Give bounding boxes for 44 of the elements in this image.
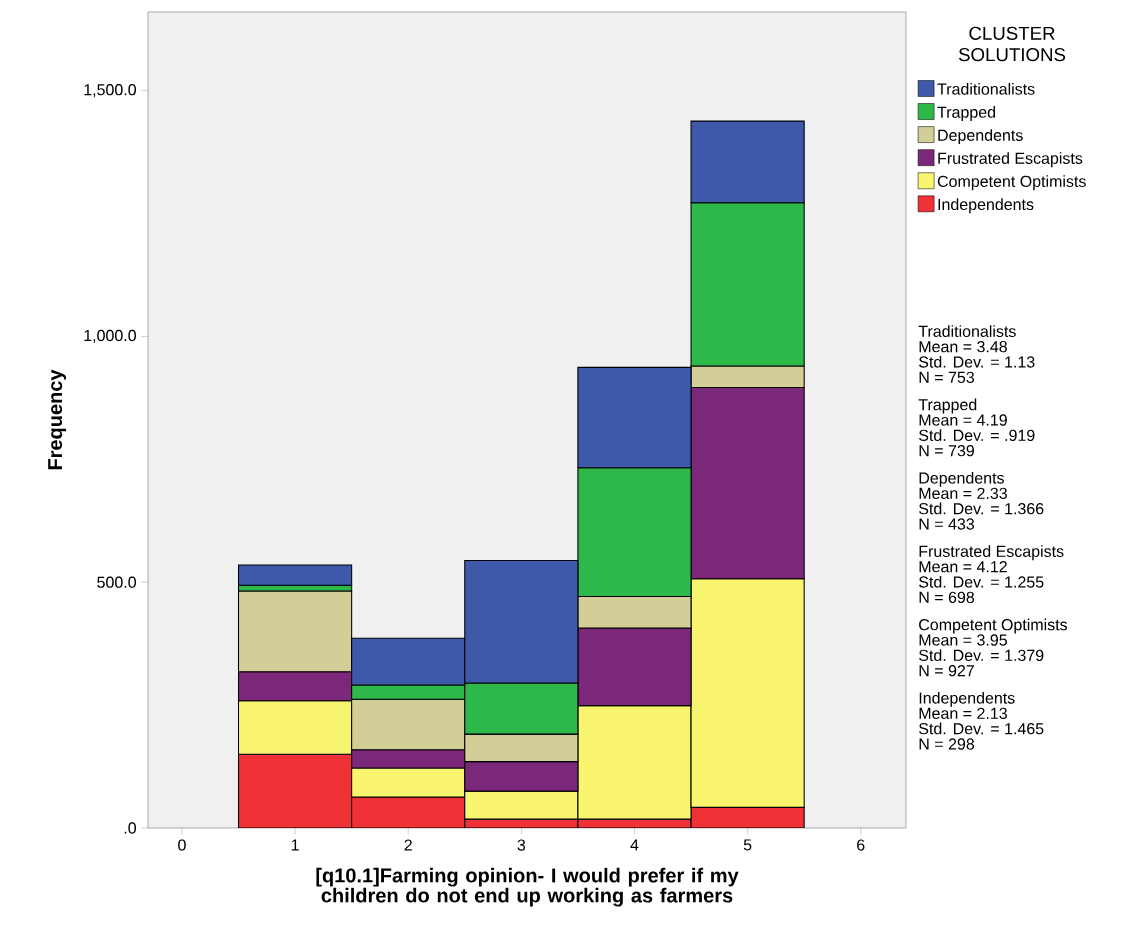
y-axis-title: Frequency xyxy=(48,369,67,470)
legend-title: CLUSTER SOLUTIONS xyxy=(958,26,1066,62)
text: Std. Dev. = .919 xyxy=(919,429,1035,442)
text: Mean = 4.12 xyxy=(919,561,1007,573)
text: Mean = 2.33 xyxy=(919,487,1007,500)
text: Mean = 4.19 xyxy=(919,414,1007,426)
text: Trapped xyxy=(918,398,977,414)
x-tick-label: 3 xyxy=(517,839,526,851)
text: Std. Dev. = 1.255 xyxy=(919,575,1044,588)
text: Mean = 3.95 xyxy=(919,634,1007,646)
text: Competent Optimists xyxy=(919,618,1068,634)
text: Std. Dev. = 1.366 xyxy=(919,502,1044,515)
text: Std. Dev. = 1.465 xyxy=(919,722,1044,735)
legend-label: Competent Optimists xyxy=(937,175,1086,191)
x-tick-label: 5 xyxy=(743,839,752,851)
x-tick-label: 1 xyxy=(291,839,299,851)
text: Std. Dev. = 1.13 xyxy=(919,355,1035,368)
text: Mean = 3.48 xyxy=(919,341,1007,353)
legend-label: Frustrated Escapists xyxy=(938,152,1083,168)
legend-label: Traditionalists xyxy=(937,83,1035,95)
text: N = 698 xyxy=(919,591,975,604)
text: N = 433 xyxy=(919,518,975,530)
text: N = 739 xyxy=(919,445,974,457)
text: Independents xyxy=(919,691,1015,707)
legend-label: Trapped xyxy=(937,106,995,121)
text: Traditionalists xyxy=(918,325,1016,338)
text: Frustrated Escapists xyxy=(919,545,1064,561)
y-tick-label: .0 xyxy=(124,822,137,834)
x-tick-label: 0 xyxy=(178,839,186,851)
y-tick-label: 1,500.0 xyxy=(84,84,137,98)
text: N = 753 xyxy=(919,371,975,384)
legend-label: Independents xyxy=(938,198,1034,214)
x-axis-title: [q10.1]Farming opinion- I would prefer if my children do not end up working as farmers xyxy=(316,867,739,907)
x-tick-label: 6 xyxy=(857,839,865,851)
text: Mean = 2.13 xyxy=(919,707,1007,720)
y-tick-label: 1,000.0 xyxy=(84,329,137,344)
x-tick-label: 4 xyxy=(630,839,639,851)
text: Std. Dev. = 1.379 xyxy=(919,649,1044,662)
text: N = 927 xyxy=(919,665,974,677)
text: Dependents xyxy=(919,471,1004,487)
x-tick-label: 2 xyxy=(404,839,412,851)
y-tick-label: 500.0 xyxy=(97,576,136,588)
legend-label: Dependents xyxy=(938,129,1023,145)
text: N = 298 xyxy=(919,738,975,750)
